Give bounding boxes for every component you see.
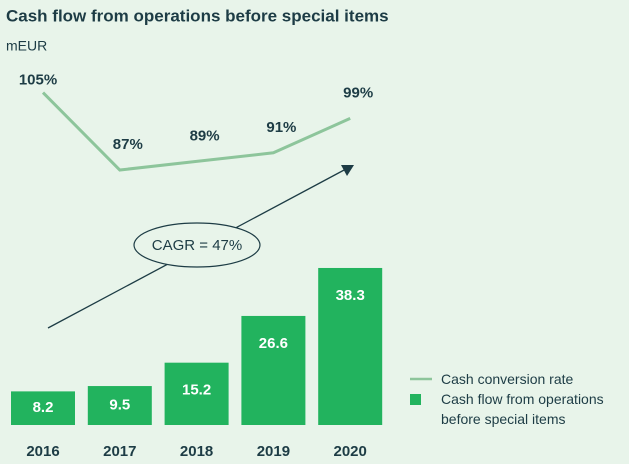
bar-value-label: 38.3 — [336, 287, 365, 304]
legend-swatch — [410, 394, 421, 405]
cagr-ellipse — [133, 222, 261, 268]
line-value-label: 99% — [343, 84, 373, 101]
bar-value-label: 15.2 — [182, 382, 211, 399]
arrow-head — [341, 165, 354, 176]
bar — [318, 267, 383, 425]
x-tick-label: 2017 — [103, 443, 136, 460]
bar — [87, 386, 152, 425]
x-tick-label: 2019 — [257, 443, 290, 460]
bar — [241, 315, 306, 425]
annotation: CAGR = 47% — [152, 237, 242, 254]
bar — [164, 362, 229, 425]
x-tick-label: 2020 — [334, 443, 367, 460]
bar-value-label: 9.5 — [109, 396, 130, 413]
bar-value-label: 26.6 — [259, 335, 288, 352]
bar — [11, 391, 75, 425]
line-value-label: 89% — [190, 127, 220, 144]
bar-value-label: 8.2 — [33, 399, 54, 416]
unit-label: mEUR — [6, 38, 47, 54]
x-tick-label: 2018 — [180, 443, 213, 460]
line-value-label: 105% — [19, 72, 57, 89]
legend-label: Cash conversion rate — [441, 371, 574, 387]
line-value-label: 91% — [266, 119, 296, 136]
line — [41, 91, 351, 172]
legend-label: Cash flow from operations before special… — [441, 391, 604, 427]
line-value-label: 87% — [113, 136, 143, 153]
x-tick-label: 2016 — [26, 443, 59, 460]
chart-title: Cash flow from operations before special… — [6, 6, 389, 25]
